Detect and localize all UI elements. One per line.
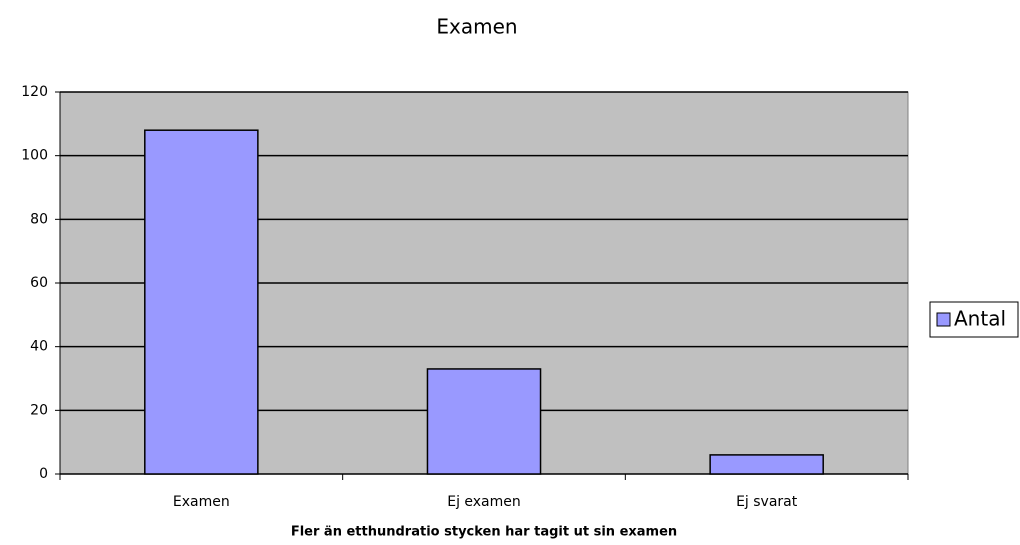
chart-title: Examen [436, 15, 517, 39]
y-tick-label: 20 [30, 402, 48, 418]
legend-swatch [936, 312, 951, 327]
y-tick-label: 60 [30, 275, 48, 291]
bar [426, 368, 542, 475]
x-tick-label: Examen [173, 494, 230, 510]
y-tick-label: 40 [30, 339, 48, 355]
y-tick-label: 120 [21, 84, 48, 100]
y-tick-label: 100 [21, 148, 48, 164]
bar [144, 129, 259, 475]
legend-label: Antal [954, 307, 1006, 331]
x-tick-label: Ej examen [447, 494, 521, 510]
y-tick-label: 80 [30, 211, 48, 227]
x-tick-label: Ej svarat [736, 494, 798, 510]
bar [709, 454, 824, 475]
x-axis-label: Fler än etthundratio stycken har tagit u… [291, 525, 677, 540]
y-tick-label: 0 [39, 466, 48, 482]
